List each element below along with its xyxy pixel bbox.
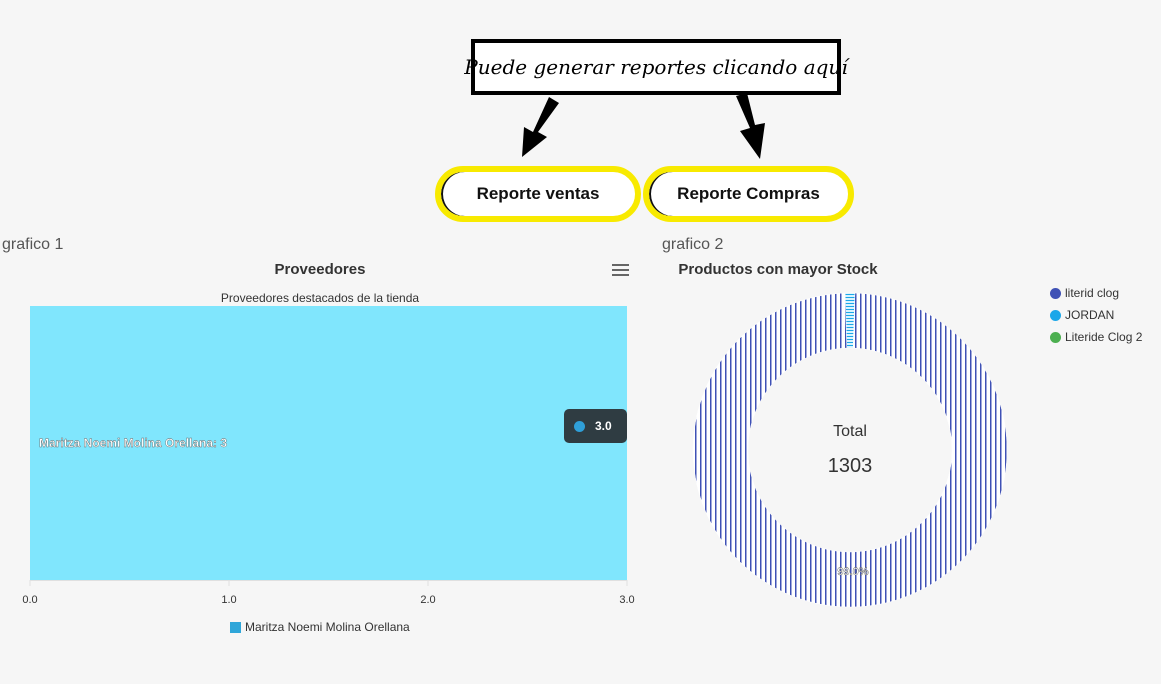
bar-legend-label: Maritza Noemi Molina Orellana xyxy=(245,620,410,634)
donut-legend-label: JORDAN xyxy=(1065,308,1115,322)
tooltip-value: 3.0 xyxy=(595,419,612,433)
bar-legend-item[interactable]: Maritza Noemi Molina Orellana xyxy=(230,620,410,634)
bar-data-label: Maritza Noemi Molina Orellana: 3 xyxy=(39,436,227,450)
tooltip-series-dot-icon xyxy=(574,420,585,432)
chart-2-label: grafico 2 xyxy=(662,236,724,253)
legend-dot-icon xyxy=(1050,331,1061,343)
hint-arrows xyxy=(522,93,765,159)
x-tick-label: 3.0 xyxy=(619,594,634,606)
report-hint-callout: Puede generar reportes clicando aquí xyxy=(464,39,848,95)
reporte-compras-button[interactable]: Reporte Compras xyxy=(643,166,854,222)
bar-maritza[interactable] xyxy=(30,306,627,580)
donut-legend-label: Literide Clog 2 xyxy=(1065,330,1143,344)
donut-legend-item-1[interactable]: literid clog xyxy=(1050,286,1119,300)
donut-total-label: Total xyxy=(833,423,867,440)
reporte-ventas-button[interactable]: Reporte ventas xyxy=(435,166,641,222)
bar-tooltip: 3.0 xyxy=(564,409,627,443)
donut-chart-title: Productos con mayor Stock xyxy=(678,261,878,278)
donut-legend-item-3[interactable]: Literide Clog 2 xyxy=(1050,330,1142,344)
donut-chart: Total 1303 99.0% xyxy=(692,292,1008,608)
arrow-to-compras-icon xyxy=(736,93,765,159)
donut-total-value: 1303 xyxy=(828,455,873,477)
x-tick-label: 2.0 xyxy=(420,594,435,606)
x-tick-label: 1.0 xyxy=(221,594,236,606)
legend-square-icon xyxy=(230,621,241,633)
legend-dot-icon xyxy=(1050,287,1061,299)
bar-chart: 0.0 1.0 2.0 3.0 Maritza Noemi Molina Orellan… xyxy=(22,306,635,606)
legend-dot-icon xyxy=(1050,309,1061,321)
arrow-to-ventas-icon xyxy=(522,97,559,157)
donut-slice-literid-clog[interactable] xyxy=(692,292,1008,608)
donut-slice-label: 99.0% xyxy=(837,566,868,578)
donut-legend-item-2[interactable]: JORDAN xyxy=(1050,308,1114,322)
donut-legend-label: literid clog xyxy=(1065,286,1120,300)
chart-1-label: grafico 1 xyxy=(2,236,64,253)
bar-chart-title: Proveedores xyxy=(274,261,366,278)
x-tick-label: 0.0 xyxy=(22,594,37,606)
bar-chart-subtitle: Proveedores destacados de la tienda xyxy=(220,291,420,305)
hamburger-menu-icon[interactable] xyxy=(612,264,629,277)
